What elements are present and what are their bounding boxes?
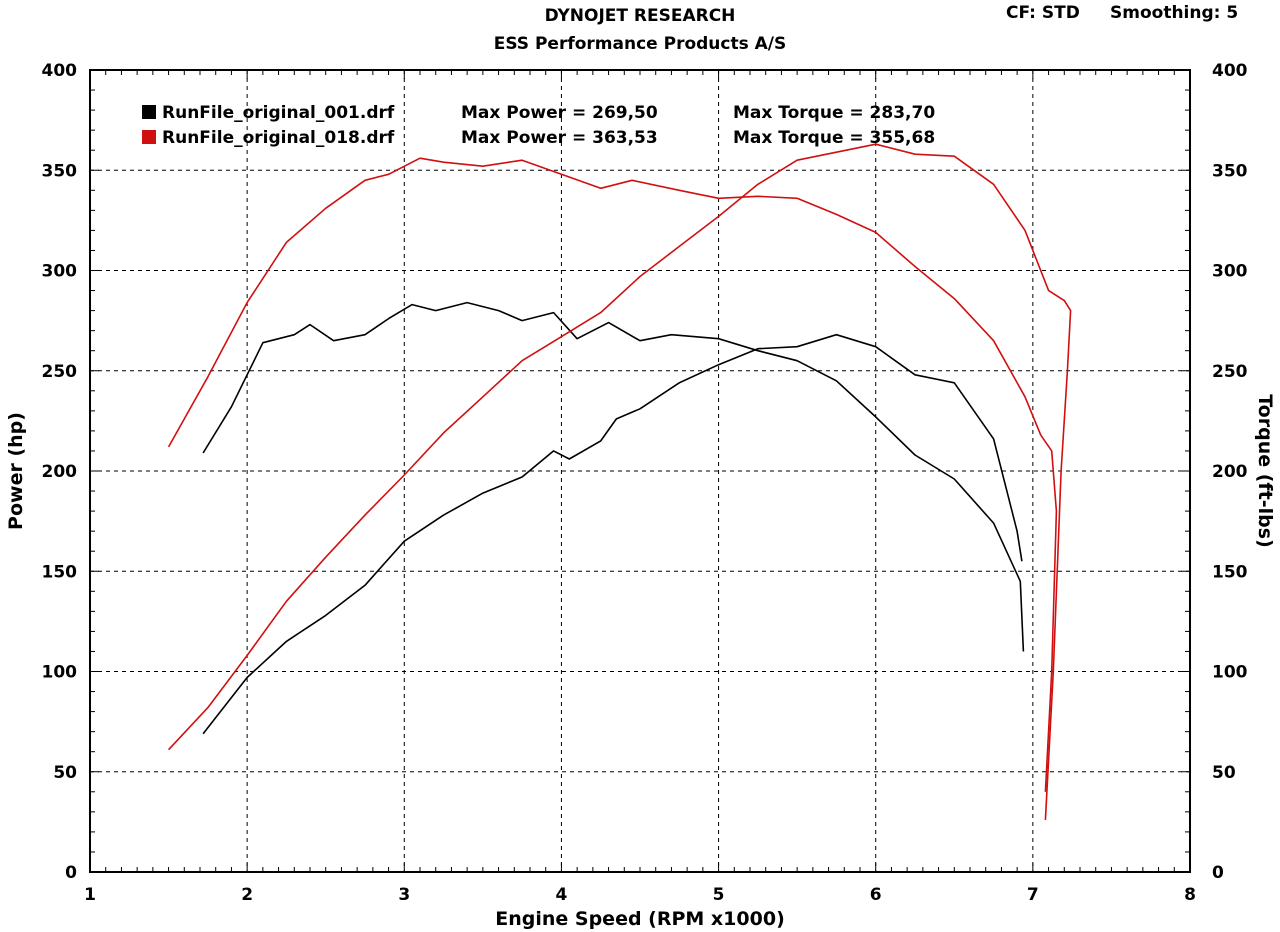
y-tick-label-left: 350 bbox=[42, 161, 78, 181]
y-tick-label-right: 200 bbox=[1212, 462, 1248, 482]
legend-max-torque-black: Max Torque = 283,70 bbox=[733, 103, 935, 123]
y-tick-label-right: 100 bbox=[1212, 663, 1248, 683]
legend-max-power-black: Max Power = 269,50 bbox=[461, 103, 658, 123]
legend-file-red: RunFile_original_018.drf bbox=[162, 128, 395, 148]
series-line-torque-black bbox=[202, 301, 1025, 652]
grid bbox=[90, 70, 1190, 872]
curves bbox=[167, 143, 1072, 820]
y-tick-label-left: 100 bbox=[42, 663, 78, 683]
x-tick-label: 1 bbox=[84, 885, 96, 905]
y-axis-label-left: Power (hp) bbox=[5, 412, 27, 530]
y-tick-label-left: 300 bbox=[42, 262, 78, 282]
y-tick-label-left: 200 bbox=[42, 462, 78, 482]
chart-subtitle: ESS Performance Products A/S bbox=[493, 34, 787, 54]
y-axis-label-right: Torque (ft-lbs) bbox=[1254, 394, 1276, 548]
y-tick-label-right: 0 bbox=[1212, 863, 1224, 883]
x-tick-label: 5 bbox=[713, 885, 725, 905]
x-tick-label: 7 bbox=[1027, 885, 1039, 905]
chart-title: DYNOJET RESEARCH bbox=[544, 6, 736, 26]
x-tick-label: 3 bbox=[398, 885, 410, 905]
x-tick-label: 4 bbox=[556, 885, 568, 905]
y-tick-label-left: 150 bbox=[42, 562, 78, 582]
y-tick-label-left: 250 bbox=[42, 362, 78, 382]
x-tick-label: 2 bbox=[241, 885, 253, 905]
x-tick-label: 8 bbox=[1184, 885, 1196, 905]
legend-max-torque-red: Max Torque = 355,68 bbox=[733, 128, 935, 148]
legend-max-power-red: Max Power = 363,53 bbox=[461, 128, 658, 148]
legend-swatch-black bbox=[142, 105, 156, 119]
y-tick-label-right: 350 bbox=[1212, 161, 1248, 181]
plot-frame bbox=[89, 69, 1191, 873]
y-tick-label-right: 400 bbox=[1212, 61, 1248, 81]
series-line-power-red bbox=[168, 143, 1072, 820]
series-line-power-black bbox=[202, 333, 1023, 735]
y-tick-label-right: 250 bbox=[1212, 362, 1248, 382]
y-tick-label-right: 300 bbox=[1212, 262, 1248, 282]
tick-marks bbox=[89, 69, 1191, 873]
y-tick-label-right: 150 bbox=[1212, 562, 1248, 582]
smoothing-label: Smoothing: 5 bbox=[1110, 3, 1239, 23]
y-tick-label-right: 50 bbox=[1212, 763, 1236, 783]
y-tick-label-left: 400 bbox=[42, 61, 78, 81]
series-line-torque-red bbox=[167, 157, 1058, 792]
x-axis-label: Engine Speed (RPM x1000) bbox=[495, 908, 785, 930]
y-tick-label-left: 0 bbox=[65, 863, 77, 883]
legend: RunFile_original_001.drf Max Power = 269,… bbox=[142, 103, 935, 148]
x-tick-label: 6 bbox=[870, 885, 882, 905]
legend-swatch-red bbox=[142, 130, 156, 144]
y-tick-label-left: 50 bbox=[53, 763, 77, 783]
correction-factor-label: CF: STD bbox=[1006, 3, 1080, 23]
legend-file-black: RunFile_original_001.drf bbox=[162, 103, 395, 123]
